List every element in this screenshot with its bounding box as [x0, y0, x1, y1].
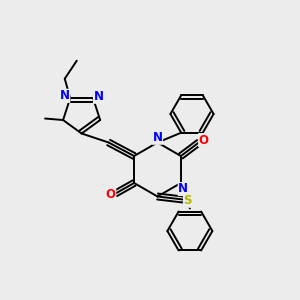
Text: N: N: [178, 182, 188, 196]
Text: N: N: [152, 131, 163, 144]
Text: N: N: [94, 90, 103, 103]
Text: O: O: [106, 188, 116, 202]
Text: N: N: [60, 89, 70, 102]
Text: S: S: [184, 194, 192, 207]
Text: O: O: [199, 134, 209, 147]
